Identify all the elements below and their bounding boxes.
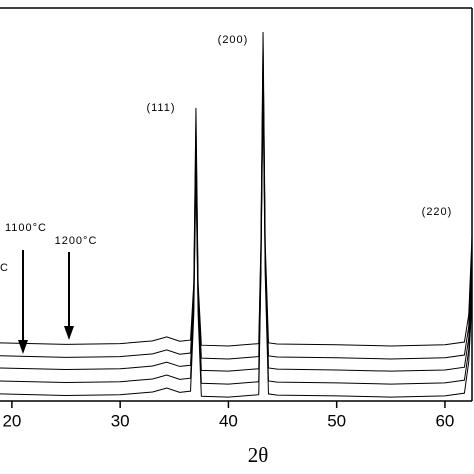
xrd-pattern <box>0 47 472 360</box>
annotation: 1200°C <box>55 235 98 247</box>
arrow-head <box>18 340 28 354</box>
plot-area <box>0 31 472 398</box>
x-tick-label: 50 <box>327 411 346 430</box>
annotation: 1100°C <box>5 222 47 234</box>
x-axis-label: 2θ <box>248 443 269 467</box>
xrd-pattern <box>0 78 472 385</box>
annotation: C <box>0 262 9 274</box>
x-tick-label: 40 <box>219 411 238 430</box>
xrd-pattern <box>0 31 472 347</box>
annotation: (111) <box>146 102 175 114</box>
annotation: (220) <box>422 206 453 218</box>
xrd-pattern <box>0 63 472 372</box>
xrd-pattern <box>0 94 472 398</box>
x-tick-label: 20 <box>2 411 21 430</box>
x-tick-label: 60 <box>435 411 454 430</box>
arrow-head <box>64 326 74 340</box>
annotation: (200) <box>218 34 249 46</box>
x-tick-label: 30 <box>111 411 130 430</box>
